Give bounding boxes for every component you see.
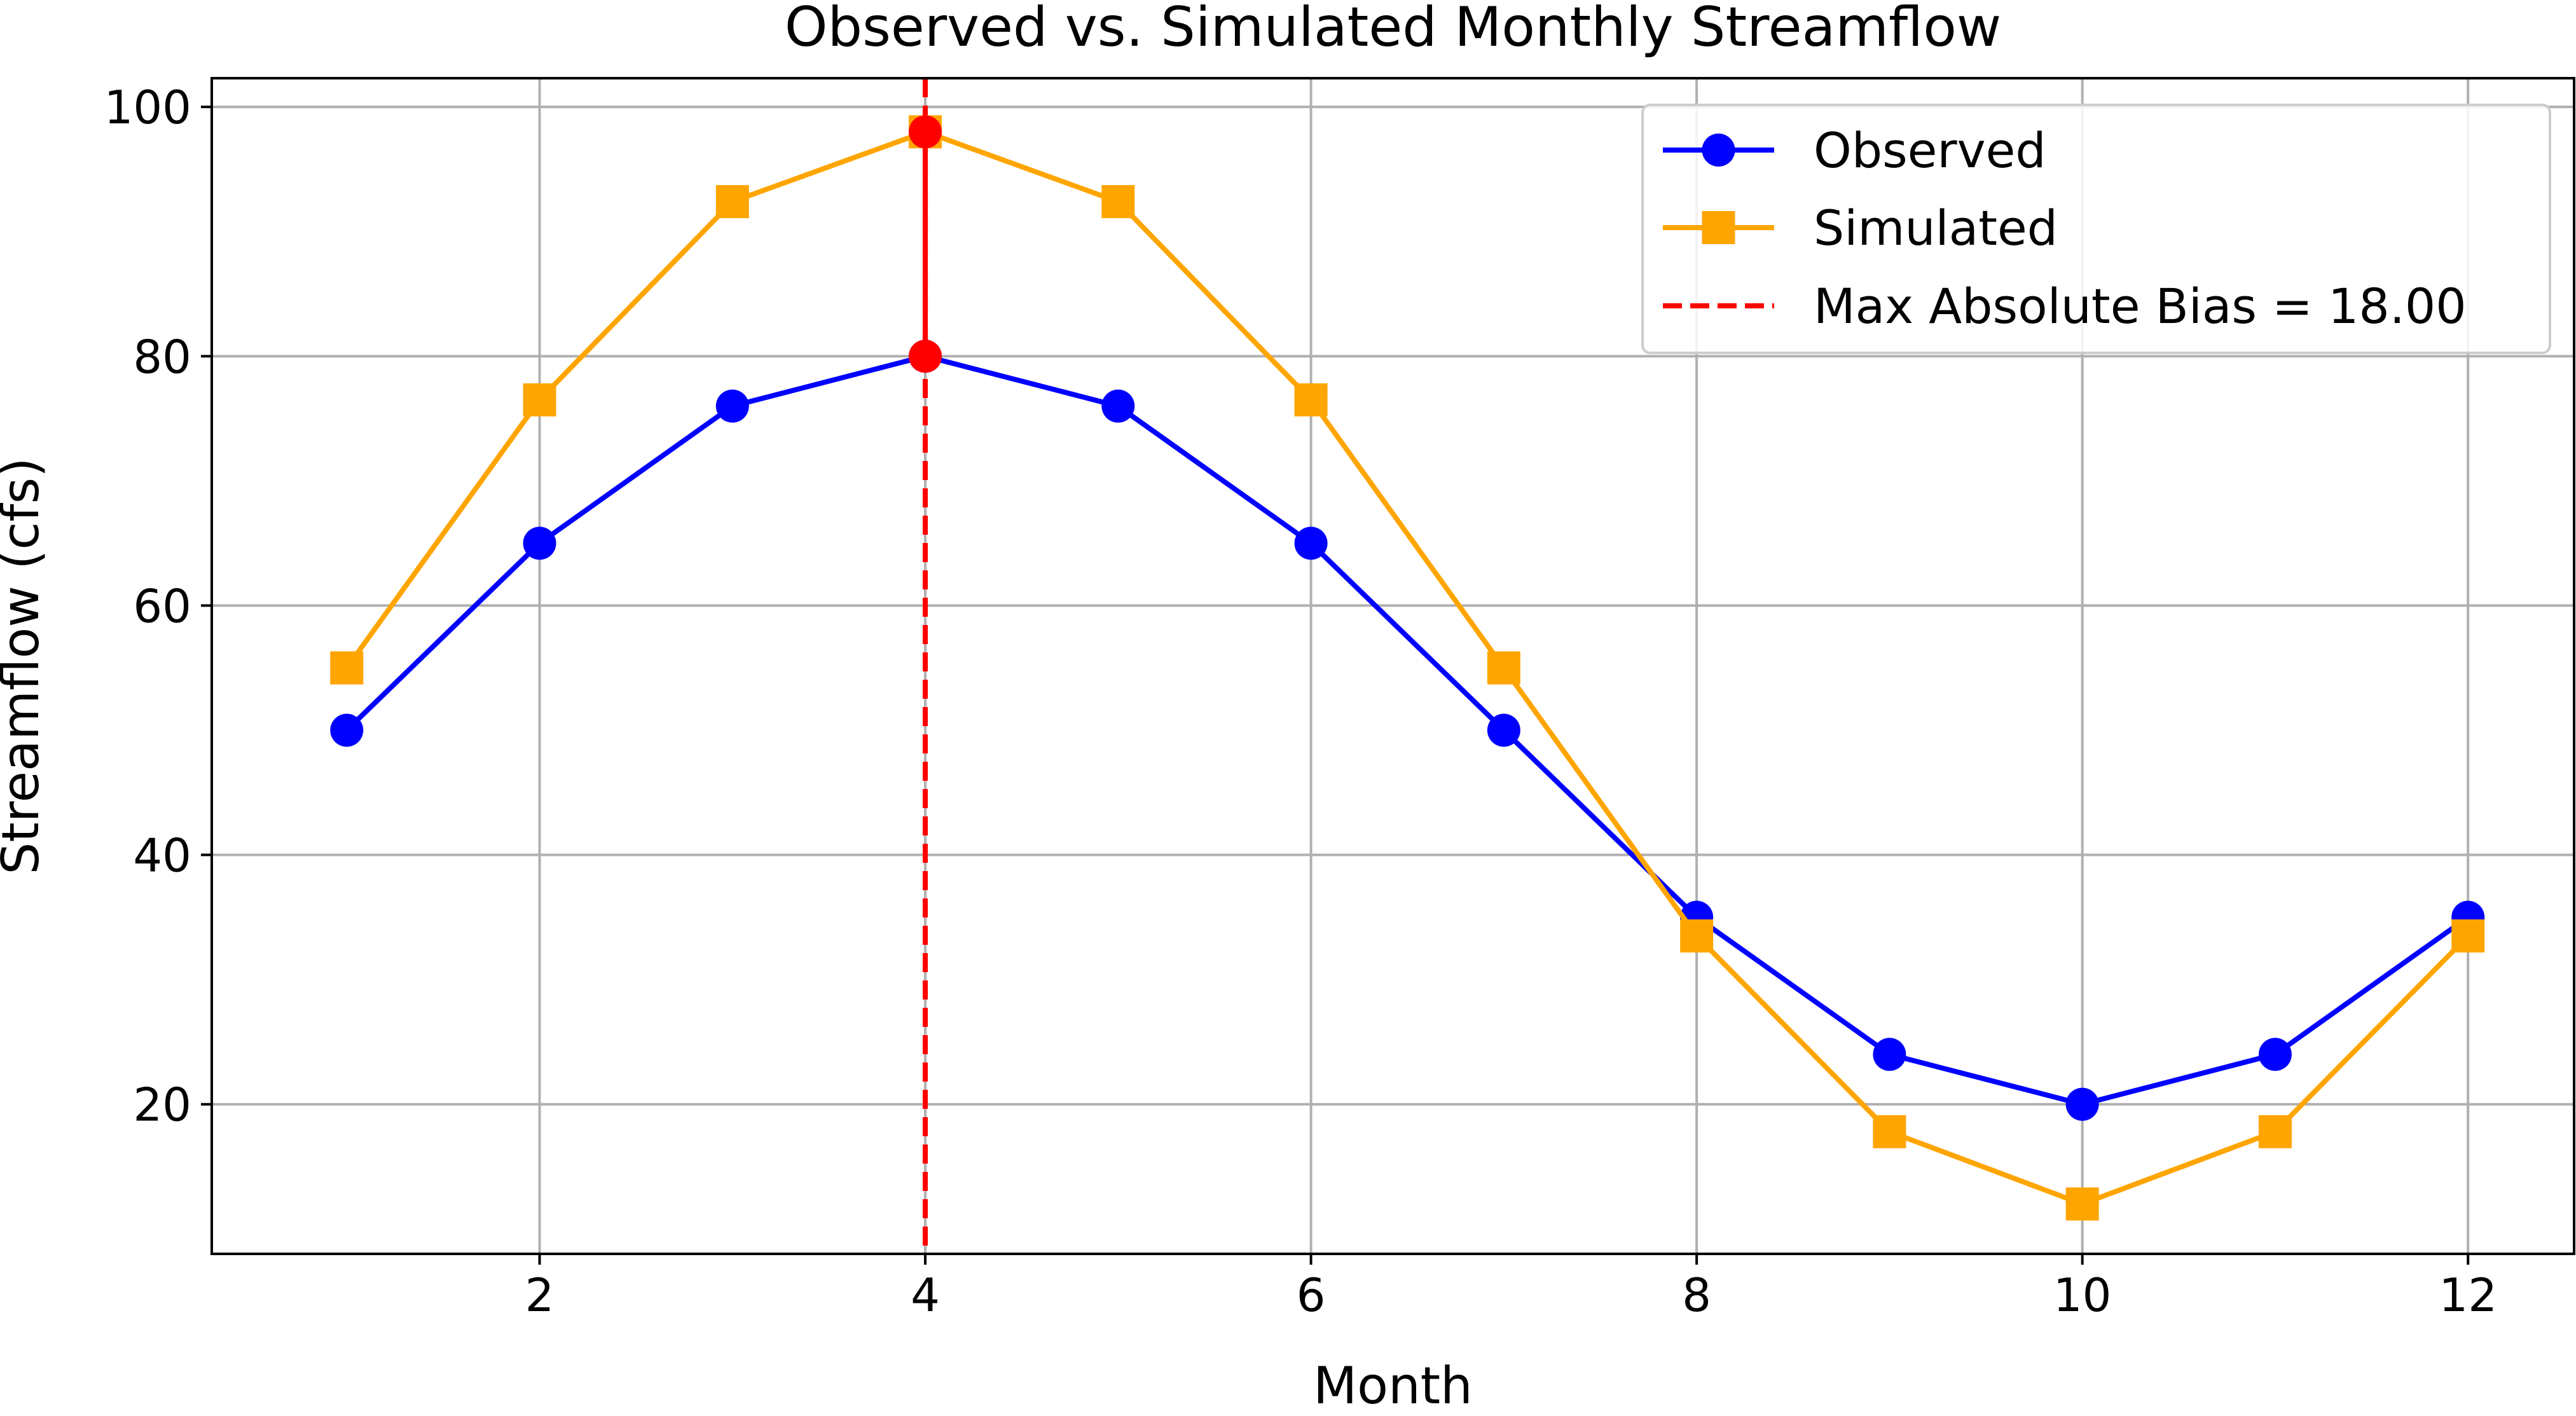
y-tick-label: 80 [133, 330, 191, 383]
observed-point [1294, 526, 1328, 560]
legend-simulated-label: Simulated [1814, 200, 2058, 256]
chart-title: Observed vs. Simulated Monthly Streamflo… [785, 0, 2001, 59]
observed-point [1487, 713, 1520, 747]
legend-observed-label: Observed [1814, 122, 2046, 179]
observed-point [1101, 389, 1135, 423]
x-tick-label: 12 [2439, 1268, 2497, 1322]
x-tick-label: 8 [1682, 1268, 1711, 1322]
bias-highlight-point [909, 115, 942, 149]
y-tick-label: 20 [133, 1078, 191, 1132]
simulated-point [1487, 651, 1520, 685]
simulated-point [2451, 919, 2485, 953]
observed-line [345, 354, 2470, 1107]
legend-observed-marker [1702, 134, 1735, 167]
observed-point [523, 526, 556, 560]
simulated-point [2065, 1187, 2099, 1221]
x-axis-label: Month [1313, 1356, 1473, 1415]
observed-point [330, 713, 364, 747]
x-tick-label: 6 [1297, 1268, 1326, 1322]
legend-simulated-marker [1702, 211, 1735, 244]
plot-area-frame [210, 77, 2575, 1255]
y-tick-label: 100 [104, 81, 191, 134]
x-tick-label: 4 [911, 1268, 940, 1322]
x-tick-label: 2 [525, 1268, 554, 1322]
observed-point [715, 389, 749, 423]
simulated-point [523, 383, 556, 416]
simulated-point [2258, 1115, 2292, 1148]
observed-point [1873, 1038, 1906, 1071]
legend-bias-label: Max Absolute Bias = 18.00 [1814, 278, 2467, 334]
simulated-point [330, 651, 364, 685]
observed-point [2258, 1038, 2292, 1071]
y-axis-label: Streamflow (cfs) [0, 458, 50, 875]
axis-ticks: 2 4 6 8 10 12 20 40 60 80 100 [104, 81, 2497, 1322]
simulated-point [1294, 383, 1328, 416]
simulated-point [1101, 185, 1135, 219]
bias-highlight-point [909, 340, 942, 373]
observed-point [2065, 1087, 2099, 1121]
y-tick-label: 60 [133, 579, 191, 633]
simulated-line [345, 129, 2470, 1207]
simulated-point [715, 185, 749, 219]
y-tick-label: 40 [133, 829, 191, 883]
simulated-point [1873, 1115, 1906, 1148]
x-tick-label: 10 [2053, 1268, 2112, 1322]
simulated-point [1680, 919, 1714, 953]
legend-box [1641, 104, 2551, 354]
legend: Observed Simulated Max Absolute Bias = 18.… [1641, 104, 2551, 354]
